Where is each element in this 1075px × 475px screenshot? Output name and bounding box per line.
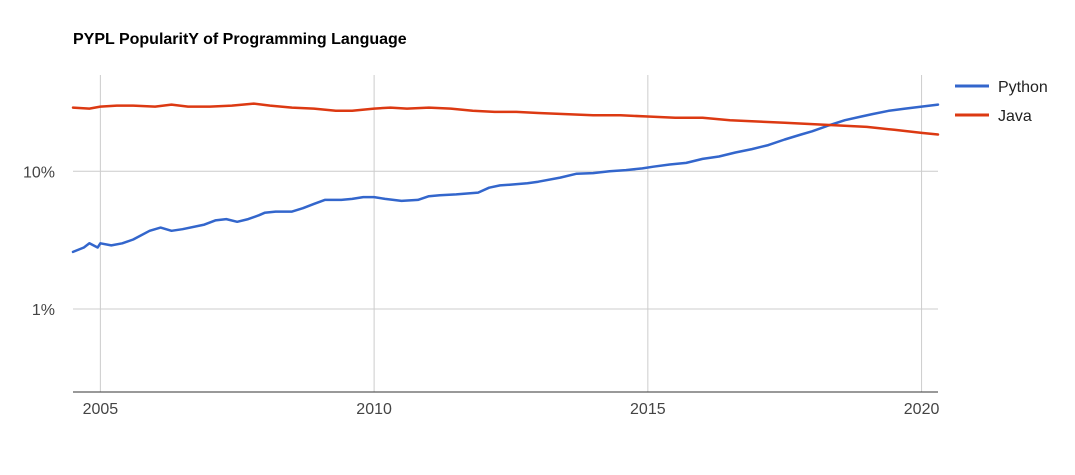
x-tick-label: 2020 [904, 401, 940, 418]
axes: 2005 2010 2015 2020 1% 10% [23, 164, 940, 418]
y-tick-label: 1% [32, 302, 55, 319]
legend-label-java[interactable]: Java [998, 108, 1032, 125]
series-lines [71, 102, 940, 254]
chart-title: PYPL PopularitY of Programming Language [73, 31, 407, 48]
gridlines [73, 75, 938, 392]
series-line-java[interactable] [71, 102, 940, 136]
x-tick-label: 2010 [356, 401, 392, 418]
legend[interactable]: Python Java [955, 79, 1048, 125]
x-tick-label: 2015 [630, 401, 666, 418]
x-tick-label: 2005 [83, 401, 119, 418]
legend-label-python[interactable]: Python [998, 79, 1048, 96]
y-tick-label: 10% [23, 164, 55, 181]
series-line-python[interactable] [71, 103, 940, 254]
